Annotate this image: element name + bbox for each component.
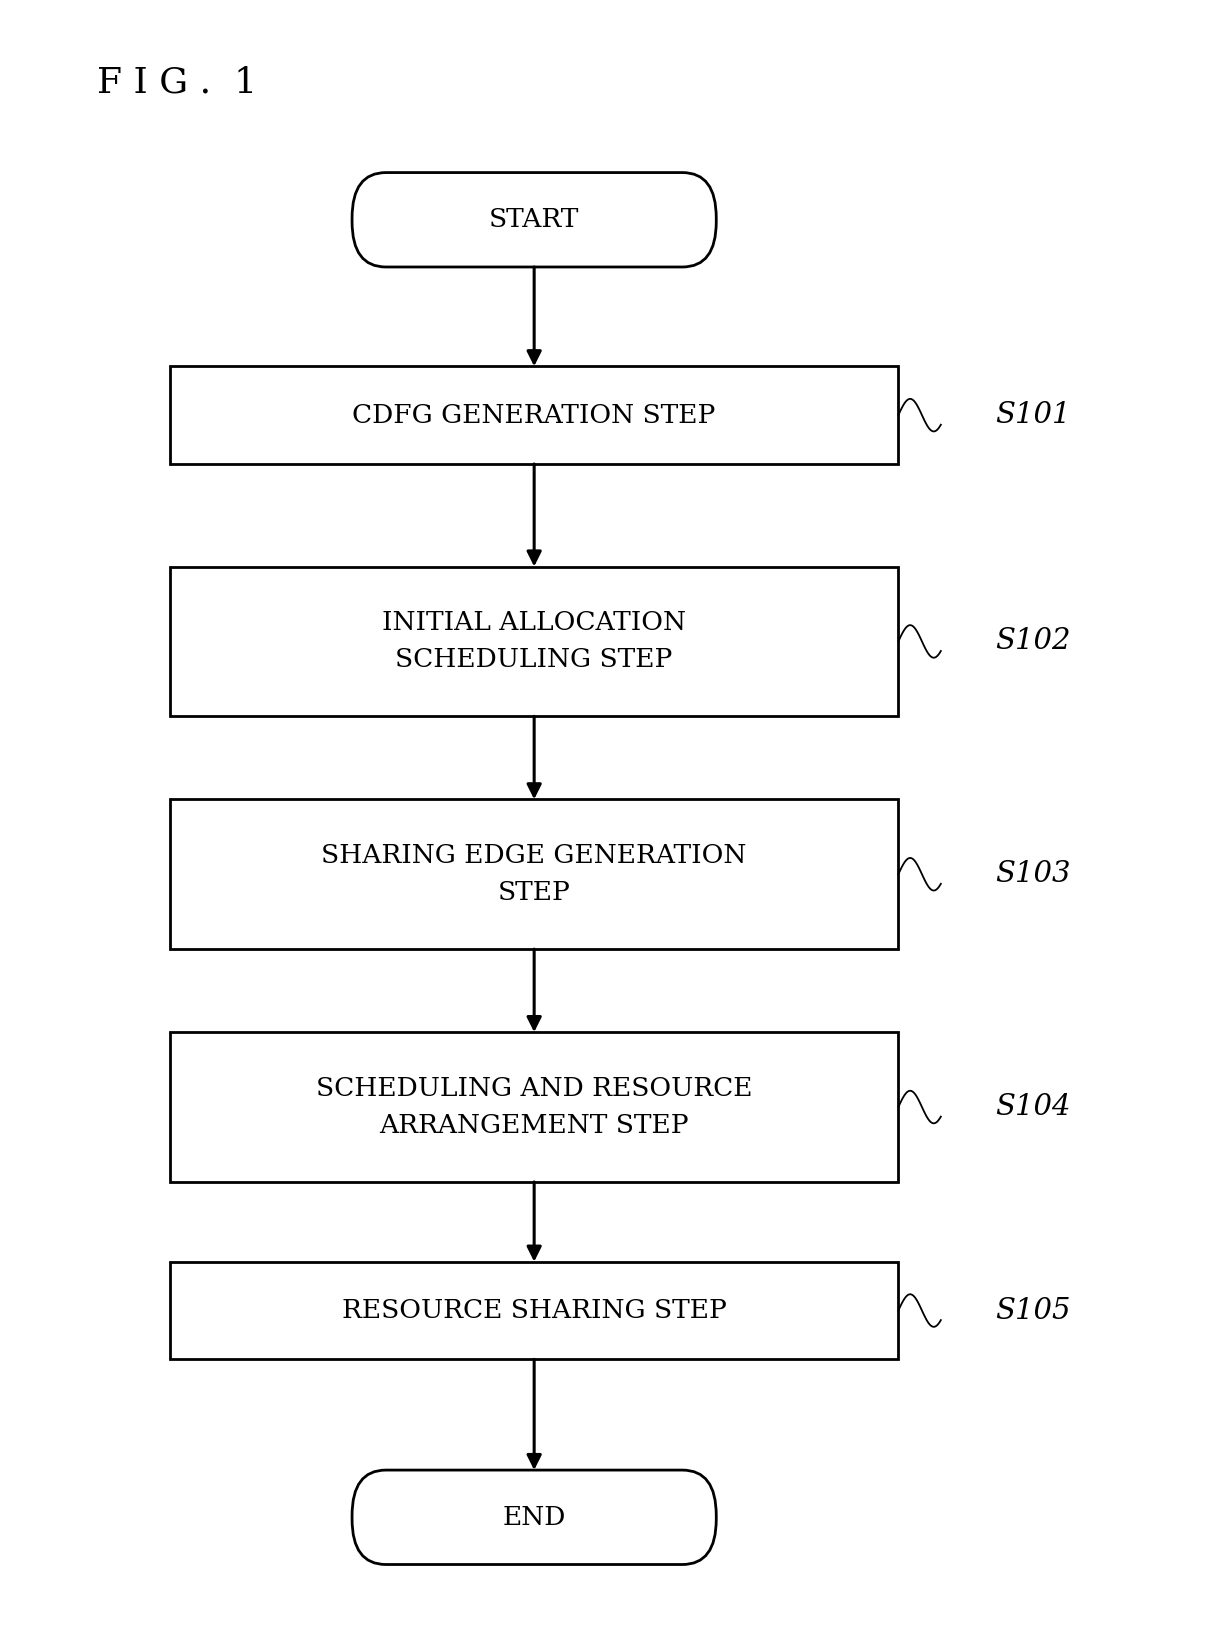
Text: SHARING EDGE GENERATION
STEP: SHARING EDGE GENERATION STEP [322, 843, 747, 905]
Text: S102: S102 [995, 627, 1071, 656]
Text: SCHEDULING AND RESOURCE
ARRANGEMENT STEP: SCHEDULING AND RESOURCE ARRANGEMENT STEP [316, 1076, 753, 1138]
Text: S104: S104 [995, 1092, 1071, 1122]
Text: S101: S101 [995, 400, 1071, 430]
Bar [170, 1262, 898, 1359]
Text: INITIAL ALLOCATION
SCHEDULING STEP: INITIAL ALLOCATION SCHEDULING STEP [382, 610, 686, 672]
Text: F I G .  1: F I G . 1 [97, 65, 257, 99]
FancyBboxPatch shape [352, 1470, 716, 1565]
Text: START: START [489, 207, 579, 233]
Bar [170, 567, 898, 716]
Text: CDFG GENERATION STEP: CDFG GENERATION STEP [352, 402, 716, 428]
Text: RESOURCE SHARING STEP: RESOURCE SHARING STEP [341, 1298, 727, 1324]
Bar [170, 799, 898, 949]
Text: END: END [503, 1504, 566, 1530]
Bar [170, 366, 898, 464]
Text: S103: S103 [995, 860, 1071, 889]
Bar [170, 1032, 898, 1182]
Text: S105: S105 [995, 1296, 1071, 1325]
FancyBboxPatch shape [352, 173, 716, 267]
